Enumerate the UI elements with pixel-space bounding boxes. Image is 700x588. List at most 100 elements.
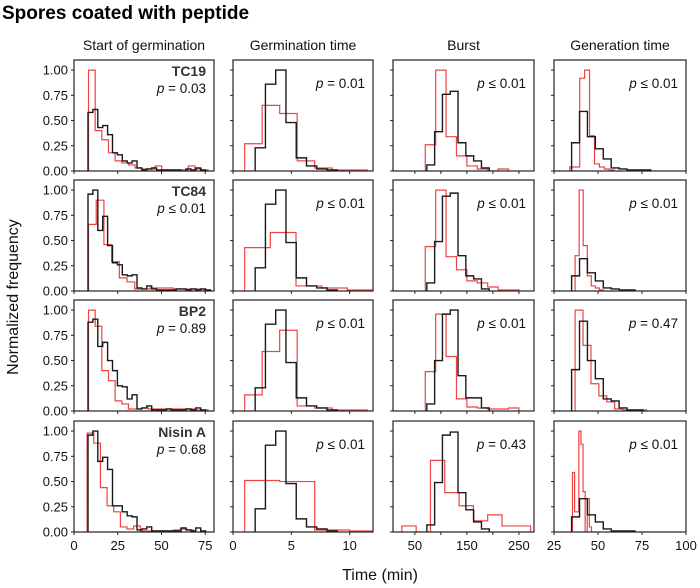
y-tick-label: 0.00	[43, 404, 68, 419]
p-value: ≤ 0.01	[637, 437, 678, 452]
panel: 0.00 0.25 0.50 0.75 1.00 TC84 p ≤ 0.01	[43, 179, 215, 299]
panel-frame	[232, 179, 374, 292]
p-value-label: p ≤ 0.01	[628, 76, 678, 91]
panel: 0.00 0.25 0.50 0.75 1.00 BP2 p = 0.89	[43, 299, 215, 419]
x-tick-label: 150	[456, 538, 478, 553]
p-value: ≤ 0.01	[324, 316, 365, 331]
p-value-label: p ≤ 0.01	[315, 437, 365, 452]
panel-frame	[73, 179, 215, 292]
p-value: ≤ 0.01	[637, 76, 678, 91]
panel: p = 0.47	[551, 299, 687, 414]
x-tick-label: 250	[508, 538, 530, 553]
control-histogram	[426, 431, 490, 532]
p-symbol: p	[315, 196, 324, 211]
control-histogram	[254, 430, 338, 532]
panel-frame	[553, 420, 687, 533]
p-value: ≤ 0.01	[485, 76, 526, 91]
p-value-label: p = 0.89	[156, 321, 206, 336]
p-value-label: p = 0.03	[156, 81, 206, 96]
p-value: ≤ 0.01	[165, 201, 206, 216]
x-tick-label: 25	[111, 538, 125, 553]
panel: p ≤ 0.01	[390, 59, 535, 174]
p-value: = 0.68	[164, 442, 206, 457]
p-symbol: p	[156, 201, 165, 216]
p-value-label: p ≤ 0.01	[628, 437, 678, 452]
panel: 0 5 10 p ≤ 0.01	[229, 420, 374, 553]
y-tick-label: 0.00	[43, 164, 68, 179]
peptide-histogram	[424, 189, 520, 291]
peptide-histogram	[244, 104, 368, 171]
x-tick-label: 50	[408, 538, 422, 553]
p-value: ≤ 0.01	[324, 437, 365, 452]
y-tick-label: 0.50	[43, 353, 68, 368]
p-value-label: p = 0.01	[315, 76, 365, 91]
peptide-histogram	[244, 329, 368, 411]
peptide-histogram	[569, 69, 615, 171]
control-histogram	[87, 108, 207, 171]
p-value-label: p = 0.68	[156, 442, 206, 457]
p-symbol: p	[476, 316, 485, 331]
y-tick-label: 1.00	[43, 424, 68, 439]
y-tick-label: 0.75	[43, 88, 68, 103]
peptide-histogram	[244, 479, 373, 532]
control-histogram	[87, 318, 207, 411]
p-symbol: p	[156, 442, 165, 457]
y-tick-label: 1.00	[43, 303, 68, 318]
panel: p ≤ 0.01	[390, 299, 535, 414]
y-axis-label: Normalized frequency	[5, 219, 22, 375]
control-histogram	[570, 110, 652, 171]
control-histogram	[426, 192, 490, 291]
peptide-label: TC19	[172, 63, 206, 79]
panel-frame	[392, 179, 535, 292]
panel: p ≤ 0.01	[230, 179, 374, 294]
x-tick-label: 50	[154, 538, 168, 553]
peptide-histogram	[574, 189, 605, 291]
panel-frame	[232, 59, 374, 172]
p-value-label: p ≤ 0.01	[476, 316, 526, 331]
x-axis-label: Time (min)	[342, 567, 418, 584]
p-symbol: p	[628, 196, 637, 211]
p-symbol: p	[628, 76, 637, 91]
panel: p = 0.01	[230, 59, 374, 174]
p-symbol: p	[628, 437, 637, 452]
control-histogram	[426, 90, 490, 171]
p-value: ≤ 0.01	[324, 196, 365, 211]
panel-frame	[73, 59, 215, 172]
p-symbol: p	[476, 76, 485, 91]
control-histogram	[87, 430, 207, 532]
y-tick-label: 0.25	[43, 378, 68, 393]
peptide-histogram	[86, 432, 195, 532]
panel: 50 150 250 p = 0.43	[390, 420, 535, 553]
control-histogram	[254, 69, 338, 171]
control-histogram	[570, 320, 644, 411]
p-value: = 0.89	[164, 321, 206, 336]
panel: p ≤ 0.01	[230, 299, 374, 414]
panel-frame	[553, 299, 687, 412]
peptide-label: TC84	[172, 183, 206, 199]
panel: 25 50 75 100 p ≤ 0.01	[547, 420, 697, 553]
p-value-label: p ≤ 0.01	[315, 316, 365, 331]
p-value-label: p ≤ 0.01	[315, 196, 365, 211]
control-histogram	[570, 258, 636, 291]
panel-frame	[73, 299, 215, 412]
control-histogram	[87, 189, 212, 291]
x-tick-label: 75	[635, 538, 649, 553]
panel-frame	[392, 420, 535, 533]
x-tick-label: 50	[591, 538, 605, 553]
p-symbol: p	[628, 316, 637, 331]
panel-frame	[392, 59, 535, 172]
panel: p ≤ 0.01	[551, 179, 687, 294]
p-symbol: p	[315, 76, 324, 91]
y-tick-label: 0.00	[43, 525, 68, 540]
p-symbol: p	[476, 437, 485, 452]
p-symbol: p	[476, 196, 485, 211]
p-value: ≤ 0.01	[485, 316, 526, 331]
y-tick-label: 0.50	[43, 113, 68, 128]
peptide-histogram	[571, 430, 593, 532]
panel: 0.00 0.25 0.50 0.75 1.00 0 25 50 75 Nisin A p = 0.…	[43, 420, 215, 553]
y-tick-label: 0.25	[43, 138, 68, 153]
y-tick-label: 1.00	[43, 63, 68, 78]
panel: p ≤ 0.01	[390, 179, 535, 294]
panel: 0.00 0.25 0.50 0.75 1.00 TC19 p = 0.03	[43, 59, 215, 179]
